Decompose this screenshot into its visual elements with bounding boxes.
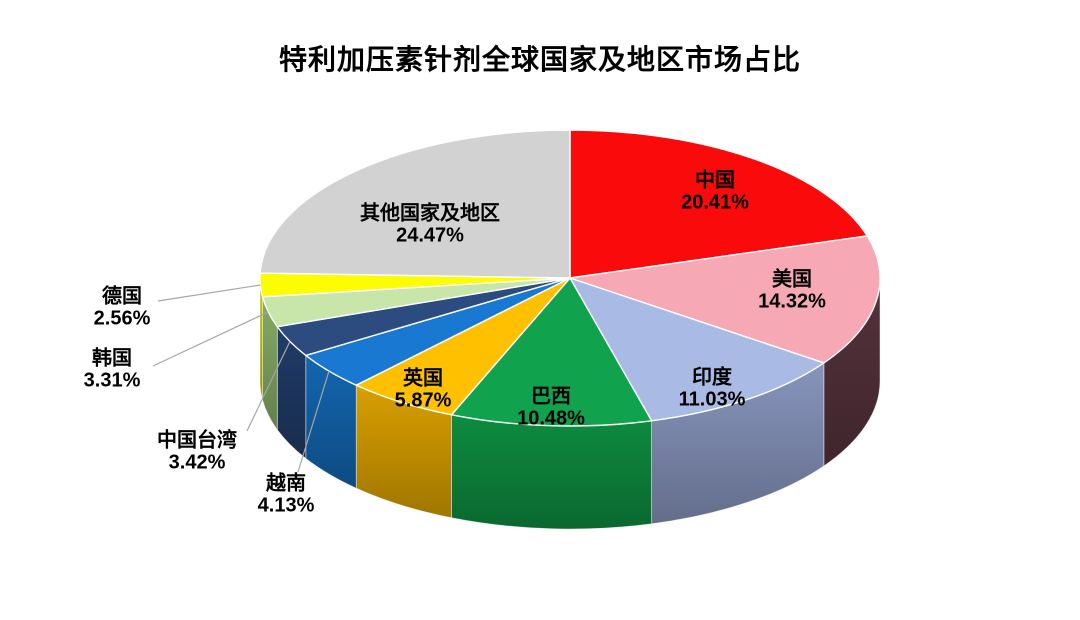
chart-title: 特利加压素针剂全球国家及地区市场占比	[278, 44, 801, 75]
slice-name-label: 英国	[403, 365, 443, 389]
leader-line	[157, 284, 261, 302]
slice-name-label: 越南	[265, 470, 306, 494]
leader-line	[297, 370, 330, 473]
slice-name-label: 美国	[772, 266, 812, 290]
leader-line	[152, 311, 269, 367]
slice-name-label: 韩国	[92, 345, 132, 369]
slice-value-label: 3.31%	[84, 369, 141, 391]
slice-value-label: 11.03%	[679, 388, 746, 410]
pie-slice	[259, 129, 571, 279]
slice-name-label: 巴西	[531, 385, 571, 407]
slice-value-label: 4.13%	[258, 494, 315, 516]
leader-line	[246, 341, 291, 432]
pie-slice	[569, 235, 881, 364]
slice-value-label: 2.56%	[94, 307, 151, 329]
slice-name-label: 中国台湾	[157, 427, 237, 451]
pie-slice	[569, 129, 868, 279]
slice-name-label: 印度	[692, 364, 733, 388]
pie-slice	[569, 277, 825, 422]
slice-value-label: 5.87%	[395, 389, 452, 411]
slice-value-label: 3.42%	[169, 451, 226, 473]
slice-value-label: 20.41%	[681, 191, 749, 213]
slice-name-label: 其他国家及地区	[360, 200, 500, 224]
slice-name-label: 中国	[695, 167, 735, 191]
slice-value-label: 14.32%	[758, 290, 826, 312]
pie-slice	[450, 277, 653, 427]
pie-slice-side	[451, 414, 653, 530]
slice-value-label: 24.47%	[396, 224, 464, 246]
slice-value-label: 10.48%	[517, 407, 585, 429]
slice-name-label: 德国	[102, 283, 142, 307]
